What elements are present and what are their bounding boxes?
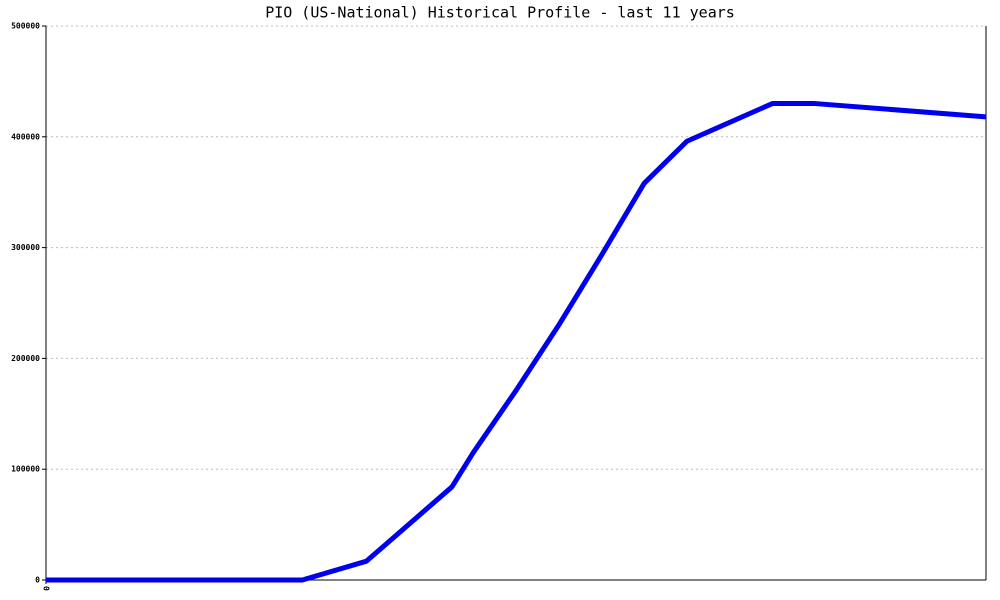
y-tick-label: 200000 — [11, 354, 40, 363]
chart-title: PIO (US-National) Historical Profile - l… — [265, 4, 735, 22]
y-tick-label: 0 — [35, 576, 40, 585]
line-series — [46, 101, 987, 583]
y-tick-label: 100000 — [11, 465, 40, 474]
y-tick-label: 500000 — [11, 22, 40, 31]
y-tick-label: 300000 — [11, 243, 40, 252]
x-tick-label: 0 — [42, 586, 51, 591]
y-tick-label: 400000 — [11, 132, 40, 141]
